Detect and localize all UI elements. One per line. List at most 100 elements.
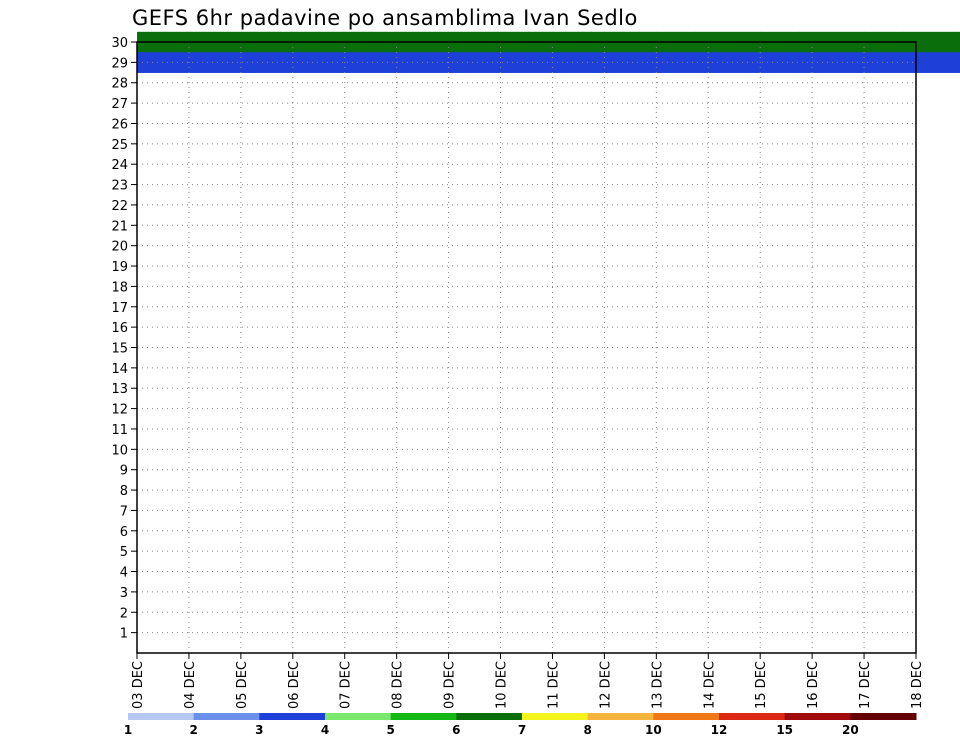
colorbar-label: 3 [255,723,263,737]
y-tick-label: 16 [111,321,128,336]
heatmap-cell [799,52,813,73]
heatmap-cell [552,52,566,73]
colorbar-swatch [522,713,589,720]
heatmap-cell [162,52,177,73]
colorbar-label: 10 [645,723,662,737]
heatmap-cell [487,52,501,73]
colorbar-swatch [456,713,523,720]
heatmap-cell [201,52,216,73]
heatmap-cell [344,52,359,73]
colorbar-swatch [259,713,326,720]
heatmap-cells [137,31,960,73]
heatmap-cell [604,52,618,73]
heatmap-cell [266,52,281,73]
colorbar-swatch [719,713,786,720]
heatmap-cell [903,52,917,73]
x-tick-label: 15 DEC [754,661,769,709]
heatmap-cell [954,52,960,73]
heatmap-cell [617,52,631,73]
y-tick-label: 9 [120,464,128,479]
x-tick-label: 12 DEC [598,661,613,709]
colorbar-swatch [193,713,260,720]
heatmap-cell [227,52,242,73]
y-tick-label: 29 [111,56,128,71]
heatmap-cell [409,52,424,73]
y-tick-label: 21 [111,219,128,234]
y-tick-label: 10 [111,443,128,458]
heatmap-cell [773,52,787,73]
x-tick-label: 10 DEC [495,661,510,709]
heatmap-cell [916,31,930,53]
heatmap-cell [877,52,891,73]
y-tick-label: 19 [111,260,128,275]
heatmap-cell [890,52,904,73]
colorbar-label: 1 [124,723,132,737]
x-tick-label: 05 DEC [235,661,250,709]
heatmap-cell [526,52,540,73]
colorbar-swatch [390,713,457,720]
y-tick-label: 22 [111,199,128,214]
y-tick-label: 4 [120,566,128,581]
y-tick-label: 5 [120,545,128,560]
heatmap-cell [812,52,826,73]
heatmap-cell [331,52,346,73]
colorbar-swatch [325,713,392,720]
x-tick-label: 13 DEC [650,661,665,709]
heatmap-cell [539,52,553,73]
colorbar-label: 7 [518,723,526,737]
y-tick-label: 1 [120,627,128,642]
heatmap-cell [214,52,229,73]
heatmap-cell [357,52,372,73]
y-tick-label: 20 [111,240,128,255]
heatmap-cell [656,52,670,73]
heatmap-cell [708,52,722,73]
y-tick-label: 27 [111,97,128,112]
heatmap-cell [747,52,761,73]
colorbar-label: 6 [452,723,460,737]
y-axis: 1234567891011121314151617181920212223242… [111,36,137,642]
chart-title: GEFS 6hr padavine po ansamblima Ivan Sed… [132,6,638,30]
plot-frame [136,41,917,654]
x-axis: 03 DEC 04 DEC 05 DEC 06 DEC 07 DEC 08 DEC 09 D… [131,653,925,709]
y-tick-label: 3 [120,586,128,601]
x-tick-label: 17 DEC [858,661,873,709]
x-tick-label: 18 DEC [910,661,925,709]
heatmap-cell [682,52,696,73]
y-tick-label: 8 [120,484,128,499]
heatmap-cell [954,31,960,53]
colorbar-label: 15 [776,723,793,737]
y-tick-label: 23 [111,179,128,194]
x-tick-label: 16 DEC [806,661,821,709]
colorbar-swatch [850,713,917,720]
gridlines [137,41,916,653]
heatmap-cell [591,52,605,73]
heatmap-cell [137,52,151,73]
heatmap-cell [253,52,268,73]
colorbar: 1 2 3 4 5 6 7 8 10 12 15 20 [124,713,917,737]
heatmap-cell [188,52,203,73]
colorbar-label: 20 [842,723,859,737]
heatmap-cell [461,52,475,73]
y-tick-label: 30 [111,36,128,51]
heatmap-cell [383,52,398,73]
colorbar-swatch [653,713,720,720]
heatmap-cell [318,52,333,73]
colorbar-swatch [784,713,851,720]
heatmap-cell [838,52,852,73]
y-tick-label: 13 [111,382,128,397]
heatmap-cell [928,52,943,73]
heatmap-cell [448,52,462,73]
y-tick-label: 17 [111,301,128,316]
y-tick-label: 12 [111,403,128,418]
colorbar-label: 4 [321,723,329,737]
x-tick-label: 11 DEC [546,661,561,709]
heatmap-cell [928,31,943,53]
y-tick-label: 25 [111,138,128,153]
heatmap-cell [643,52,657,73]
y-tick-label: 2 [120,606,128,621]
y-tick-label: 18 [111,280,128,295]
x-tick-label: 04 DEC [183,661,198,709]
colorbar-swatch [587,713,654,720]
heatmap-cell [422,52,437,73]
x-tick-label: 08 DEC [391,661,406,709]
